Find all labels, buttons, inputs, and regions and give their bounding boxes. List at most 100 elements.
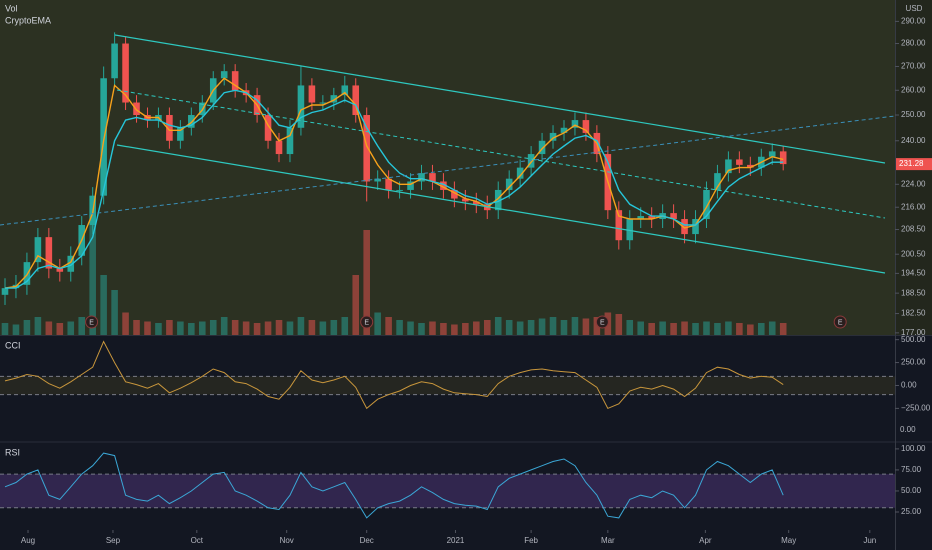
candle-body xyxy=(67,255,75,272)
volume-bar xyxy=(166,320,173,335)
band-fill xyxy=(0,376,895,395)
volume-bar xyxy=(67,321,75,335)
volume-bar xyxy=(593,317,601,335)
x-tick-label: Aug xyxy=(21,536,35,545)
event-label: E xyxy=(838,319,843,326)
y-tick-label: 200.50 xyxy=(901,249,926,258)
y-tick-label: 250.00 xyxy=(901,358,926,367)
pane-title: CCI xyxy=(5,340,21,350)
candle-body xyxy=(626,219,634,241)
candle-body xyxy=(516,167,524,179)
volume-bar xyxy=(714,323,721,335)
volume-bar xyxy=(462,323,469,335)
volume-bar xyxy=(297,317,305,335)
last-price-box xyxy=(896,158,932,171)
event-marker xyxy=(595,315,609,329)
x-tick-label: Apr xyxy=(699,536,712,545)
volume-bar xyxy=(483,320,491,335)
volume-bar xyxy=(768,321,776,335)
candle-body xyxy=(111,43,118,79)
volume-bar xyxy=(560,320,568,335)
candle-body xyxy=(286,127,294,155)
indicator-line xyxy=(5,89,784,289)
candle-body xyxy=(779,151,787,165)
volume-bar xyxy=(407,321,414,335)
volume-bar xyxy=(264,321,272,335)
y-tick-label: 208.50 xyxy=(901,225,926,234)
candle-body xyxy=(538,140,546,155)
channel-top xyxy=(114,34,886,164)
volume-bar xyxy=(648,323,655,335)
y-tick-label: 260.00 xyxy=(901,85,926,94)
volume-bar xyxy=(516,321,524,335)
volume-bar xyxy=(385,317,392,335)
candle-body xyxy=(736,159,743,165)
candle-body xyxy=(429,173,436,182)
candle-body xyxy=(45,237,53,269)
candle-body xyxy=(385,178,392,190)
candle-body xyxy=(308,85,316,103)
volume-bar xyxy=(670,323,677,335)
volume-bar xyxy=(23,320,31,335)
volume-bar xyxy=(681,321,688,335)
indicator-label: Vol xyxy=(5,3,18,13)
y-tick-label: 0.00 xyxy=(901,381,917,390)
channel-mid xyxy=(116,89,886,219)
y-tick-label: 50.00 xyxy=(901,486,922,495)
candle-body xyxy=(407,181,414,190)
channel-bottom xyxy=(116,144,886,274)
indicator-line xyxy=(4,452,784,519)
y-tick-label: 280.00 xyxy=(901,39,926,48)
indicator-line xyxy=(4,340,784,410)
volume-bar xyxy=(451,324,458,335)
y-tick-label: 240.00 xyxy=(901,136,926,145)
y-tick-label: 216.00 xyxy=(901,202,926,211)
volume-bar xyxy=(779,323,787,335)
y-tick-label: 75.00 xyxy=(901,465,922,474)
candle-body xyxy=(100,78,107,196)
volume-bar xyxy=(286,321,294,335)
volume-bar xyxy=(626,320,634,335)
candle-body xyxy=(725,159,732,174)
candle-body xyxy=(637,216,645,220)
volume-bar xyxy=(188,323,195,335)
candle-body xyxy=(768,151,776,157)
volume-bar xyxy=(615,314,623,335)
candle-body xyxy=(188,115,195,128)
volume-bar xyxy=(538,318,546,335)
y-tick-label: 177.00 xyxy=(901,328,926,337)
volume-bar xyxy=(133,320,140,335)
event-marker xyxy=(85,315,99,329)
candle-body xyxy=(714,173,721,190)
volume-bar xyxy=(659,321,666,335)
candle-body xyxy=(648,216,655,220)
x-tick-label: Sep xyxy=(106,536,121,545)
candle-body xyxy=(264,115,272,141)
volume-bar xyxy=(209,320,217,335)
candle-body xyxy=(275,140,283,155)
volume-bar xyxy=(440,323,447,335)
candle-body xyxy=(396,189,403,191)
volume-bar xyxy=(429,321,436,335)
footnote: 0.00 xyxy=(900,425,916,434)
volume-bar xyxy=(330,320,338,335)
y-tick-label: 182.50 xyxy=(901,309,926,318)
x-tick-label: Feb xyxy=(524,536,538,545)
y-tick-label: 224.00 xyxy=(901,179,926,188)
volume-bar xyxy=(757,323,765,335)
candle-body xyxy=(440,181,447,190)
volume-bar xyxy=(637,321,645,335)
x-tick-label: Nov xyxy=(280,536,294,545)
volume-bar xyxy=(220,317,228,335)
volume-bar xyxy=(473,321,480,335)
candle-body xyxy=(527,154,535,168)
candle-body xyxy=(703,189,710,220)
volume-bar xyxy=(571,317,579,335)
candle-body xyxy=(133,102,140,116)
event-label: E xyxy=(364,319,369,326)
candle-body xyxy=(418,173,425,182)
candle-body xyxy=(473,201,480,205)
candle-body xyxy=(560,127,568,133)
y-tick-label: 188.50 xyxy=(901,288,926,297)
